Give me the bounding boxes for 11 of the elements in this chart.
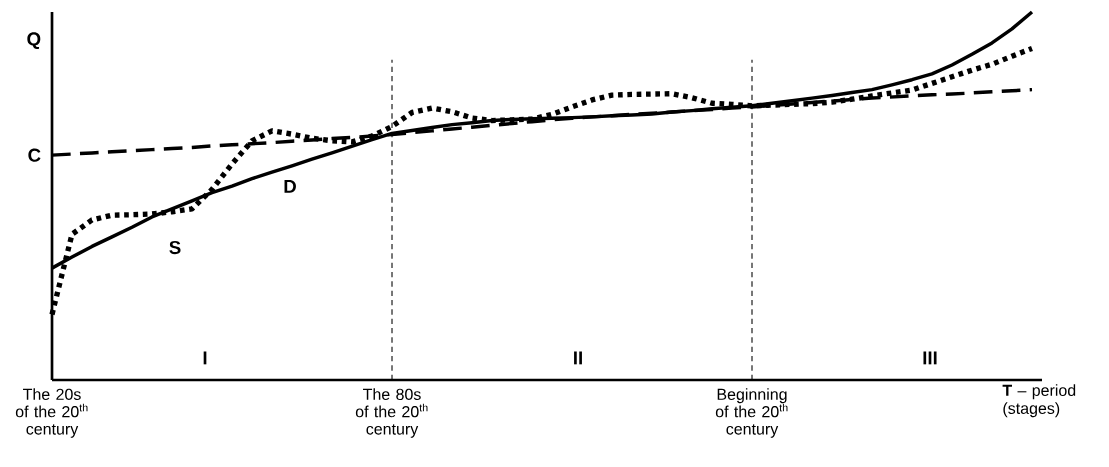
annotation: D [284, 180, 296, 193]
x-tick-label: The 80s of the 20$^{th}$ century [355, 388, 428, 438]
x-axis-title: T – period (stages) [1002, 384, 1076, 418]
annotation: I [203, 351, 207, 365]
y-axis-title: Q [27, 32, 41, 50]
x-tick-label: The 20s of the 20$^{th}$ century [15, 388, 88, 438]
annotation: II [574, 351, 582, 365]
annotation: S [169, 240, 181, 255]
annotation: III [923, 351, 937, 365]
x-tick-label: Beginning of the 20$^{th}$ century [715, 388, 788, 438]
text: C [28, 148, 41, 162]
